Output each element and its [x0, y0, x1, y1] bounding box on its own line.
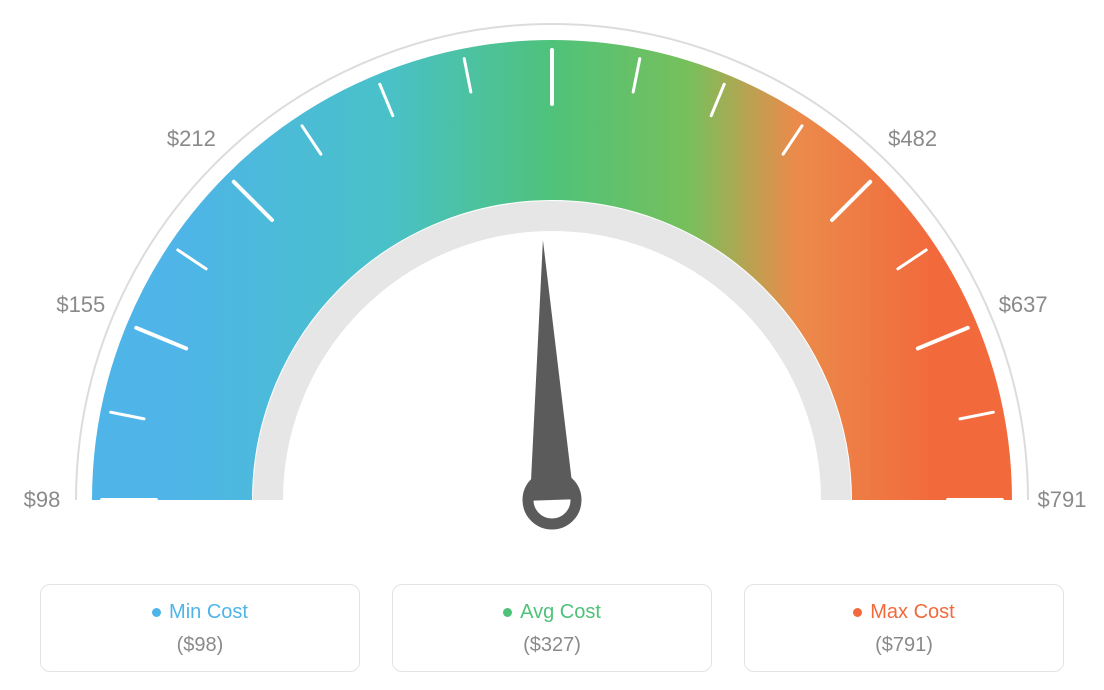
- gauge-tick-label: $327: [528, 0, 577, 3]
- legend-card-avg: Avg Cost ($327): [392, 584, 712, 672]
- legend-title-max: Max Cost: [870, 601, 954, 624]
- legend-value-min: ($98): [41, 634, 359, 657]
- legend-title-avg: Avg Cost: [520, 601, 601, 624]
- gauge-tick-label: $482: [888, 126, 937, 152]
- gauge-tick-label: $212: [167, 126, 216, 152]
- gauge-tick-label: $98: [24, 487, 61, 513]
- legend-value-max: ($791): [745, 634, 1063, 657]
- legend-dot-avg: [503, 608, 512, 617]
- gauge-tick-label: $637: [999, 292, 1048, 318]
- gauge-tick-label: $791: [1038, 487, 1087, 513]
- legend-dot-max: [853, 608, 862, 617]
- legend-row: Min Cost ($98) Avg Cost ($327) Max Cost …: [0, 584, 1104, 672]
- legend-value-avg: ($327): [393, 634, 711, 657]
- cost-gauge-chart: $98 $155 $212 $327 $482 $637 $791: [0, 0, 1104, 560]
- legend-title-min: Min Cost: [169, 601, 248, 624]
- legend-card-max: Max Cost ($791): [744, 584, 1064, 672]
- gauge-tick-label: $155: [56, 292, 105, 318]
- gauge-svg: [0, 0, 1104, 560]
- legend-card-min: Min Cost ($98): [40, 584, 360, 672]
- legend-dot-min: [152, 608, 161, 617]
